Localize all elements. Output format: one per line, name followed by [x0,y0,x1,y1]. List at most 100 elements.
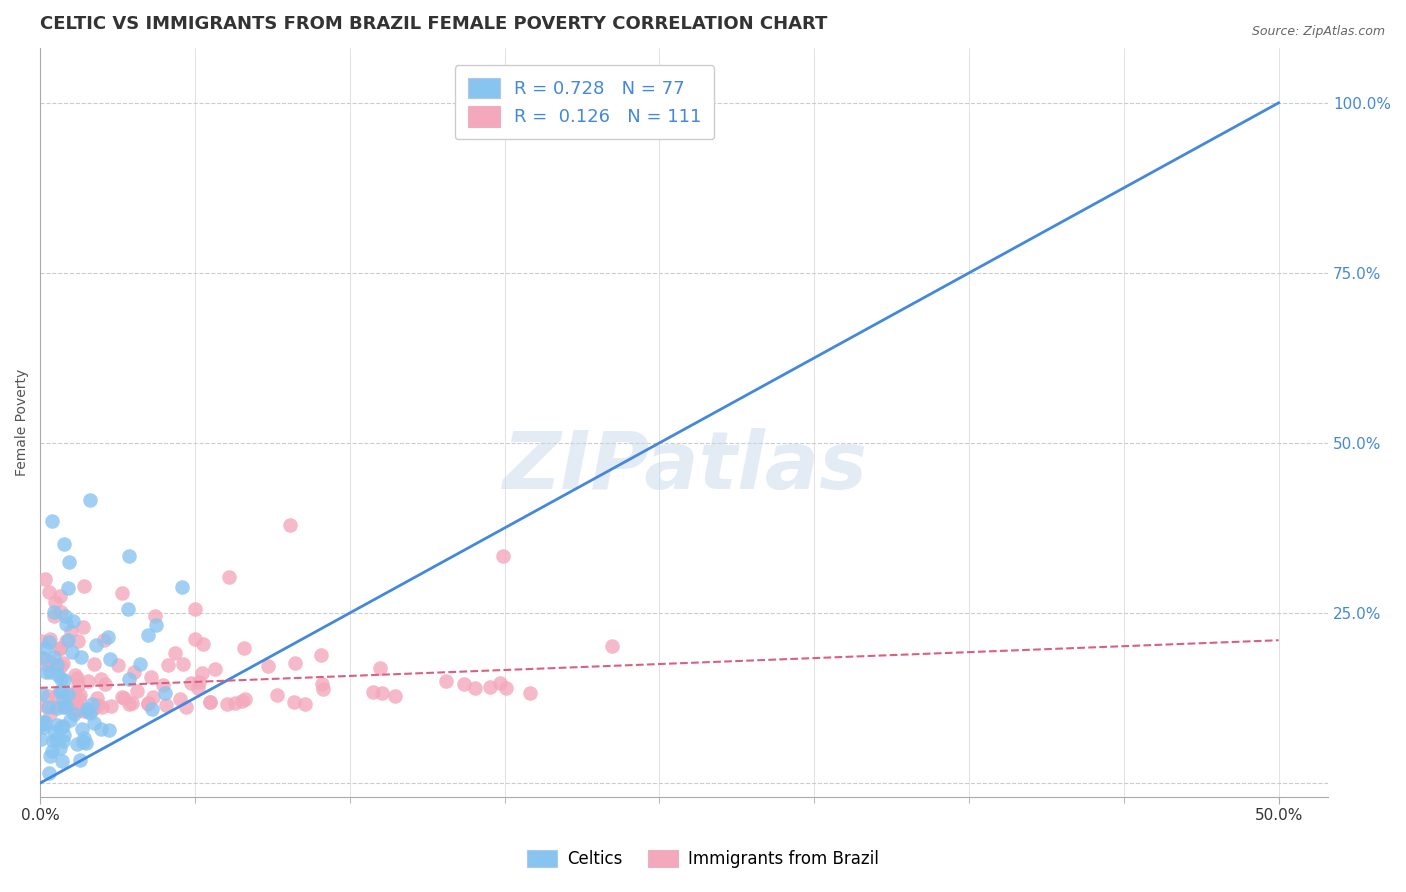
Point [495,681,517,696]
Point [90,722,112,736]
Point [284,656,307,670]
Point [51,754,73,768]
Point [38,632,60,646]
Point [38,765,60,780]
Point [174,700,197,714]
Point [56,633,79,648]
Point [42,725,65,739]
Point [118,549,141,564]
Point [58,555,80,569]
Point [49,741,72,756]
Point [80,697,103,711]
Point [142,690,165,704]
Point [73,704,96,718]
Point [98,652,121,666]
Point [39,707,62,722]
Point [233,691,256,706]
Point [31,687,53,701]
Point [41,657,63,671]
Point [39,656,62,670]
Point [55,617,77,632]
Point [48,642,70,657]
Point [136,698,159,712]
Point [180,675,202,690]
Point [49,641,72,656]
Point [51,683,73,698]
Point [42,605,65,619]
Point [32,720,55,734]
Point [83,657,105,672]
Point [56,581,79,595]
Point [488,675,510,690]
Point [370,660,392,674]
Point [191,637,214,651]
Point [31,717,53,731]
Point [111,690,134,704]
Point [257,659,280,673]
Point [76,702,98,716]
Point [70,650,93,665]
Point [52,734,75,748]
Point [53,608,76,623]
Point [91,700,114,714]
Point [67,634,90,648]
Point [42,734,65,748]
Legend: R = 0.728   N = 77, R =  0.126   N = 111: R = 0.728 N = 77, R = 0.126 N = 111 [456,65,714,139]
Point [32,714,55,729]
Point [59,713,82,727]
Point [100,699,122,714]
Y-axis label: Female Poverty: Female Poverty [15,369,30,476]
Point [86,638,108,652]
Point [46,718,69,732]
Point [434,673,457,688]
Point [138,696,160,710]
Point [30,633,52,648]
Point [97,723,120,738]
Point [65,703,87,717]
Point [69,753,91,767]
Point [63,706,86,721]
Point [371,686,394,700]
Point [34,715,56,730]
Point [38,584,60,599]
Point [46,701,69,715]
Text: ZIPatlas: ZIPatlas [502,428,866,507]
Point [278,517,301,532]
Point [82,701,104,715]
Point [41,744,63,758]
Point [53,699,76,714]
Point [519,686,541,700]
Point [62,700,84,714]
Point [55,698,77,713]
Point [152,678,174,692]
Point [49,673,72,687]
Point [39,748,62,763]
Point [309,648,332,662]
Point [44,595,66,609]
Point [153,686,176,700]
Point [184,632,207,647]
Point [51,656,73,670]
Point [67,678,90,692]
Point [90,672,112,686]
Point [59,624,82,638]
Point [76,704,98,718]
Point [30,650,52,665]
Point [117,602,139,616]
Point [73,579,96,593]
Point [34,665,56,680]
Point [49,720,72,734]
Point [165,646,187,660]
Point [55,633,77,648]
Point [218,570,240,584]
Point [94,676,117,690]
Point [60,695,83,709]
Point [51,659,73,673]
Point [79,492,101,507]
Point [72,735,94,749]
Point [188,674,211,689]
Point [38,654,60,668]
Point [56,687,79,701]
Point [112,691,135,706]
Point [41,700,63,714]
